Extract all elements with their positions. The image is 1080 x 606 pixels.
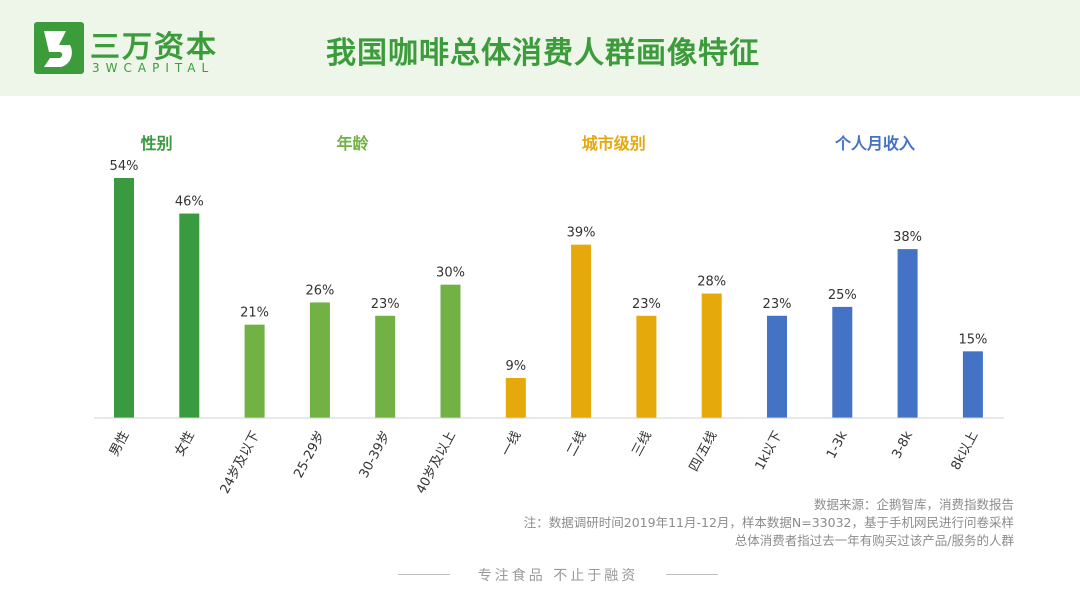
category-label-11: 1k以下 <box>753 429 786 473</box>
source-line-2: 注：数据调研时间2019年11月-12月，样本数据N=33032，基于手机网民进… <box>523 515 1014 530</box>
data-label-7: 9% <box>505 359 526 374</box>
data-label-6: 30% <box>436 266 465 281</box>
bar-10 <box>701 293 722 418</box>
data-label-8: 39% <box>567 226 596 241</box>
consumer-profile-bar-chart: 54% 男性 46% 女性 性别 21% 24岁及以下 26% 25-29岁 23% 30-39岁 3… <box>94 134 1004 496</box>
category-label-14: 8k以上 <box>949 429 982 473</box>
data-label-12: 25% <box>828 288 857 303</box>
category-label-6: 40岁及以上 <box>414 429 459 496</box>
footer-divider-left <box>398 574 450 575</box>
bar-13 <box>897 249 918 418</box>
category-label-7: 一线 <box>499 429 524 459</box>
data-label-9: 23% <box>632 297 661 312</box>
data-label-2: 46% <box>175 195 204 210</box>
data-label-11: 23% <box>763 297 792 312</box>
bar-3 <box>244 324 265 418</box>
category-label-3: 24岁及以下 <box>218 429 263 496</box>
data-label-1: 54% <box>110 159 139 174</box>
bar-9 <box>636 315 657 418</box>
source-line-1: 数据来源：企鹅智库，消费指数报告 <box>813 497 1014 512</box>
page-title: 我国咖啡总体消费人群画像特征 <box>326 36 760 71</box>
header-banner: 三万资本 3WCAPITAL 我国咖啡总体消费人群画像特征 <box>0 0 1080 96</box>
data-label-5: 23% <box>371 297 400 312</box>
bar-5 <box>375 315 396 418</box>
footer: 专注食品 不止于融资 <box>398 562 718 586</box>
brand-name-cn: 三万资本 <box>90 30 218 65</box>
bar-4 <box>309 302 330 418</box>
source-notes: 数据来源：企鹅智库，消费指数报告 注：数据调研时间2019年11月-12月，样本… <box>454 496 1014 550</box>
category-label-13: 3-8k <box>889 428 916 461</box>
source-line-3: 总体消费者指过去一年有购买过该产品/服务的人群 <box>734 533 1014 548</box>
bar-8 <box>571 244 592 418</box>
data-label-3: 21% <box>240 306 269 321</box>
data-label-4: 26% <box>305 283 334 298</box>
category-label-1: 男性 <box>107 429 132 459</box>
group-header-4: 个人月收入 <box>834 134 915 153</box>
data-label-10: 28% <box>697 275 726 290</box>
bar-11 <box>767 315 787 418</box>
bar-12 <box>832 306 853 418</box>
three-w-logo-icon <box>34 22 84 74</box>
data-label-13: 38% <box>893 230 922 245</box>
bar-7 <box>505 378 526 418</box>
group-header-2: 年龄 <box>337 134 370 153</box>
category-label-12: 1-3k <box>824 428 851 461</box>
group-header-3: 城市级别 <box>582 134 646 153</box>
data-label-14: 15% <box>958 332 987 347</box>
brand-name-en: 3WCAPITAL <box>92 61 215 75</box>
category-label-4: 25-29岁 <box>291 429 328 481</box>
category-label-5: 30-39岁 <box>357 429 394 481</box>
category-label-2: 女性 <box>171 428 197 458</box>
group-header-1: 性别 <box>141 134 173 153</box>
bar-2 <box>179 213 200 418</box>
category-label-10: 四/五线 <box>687 429 721 474</box>
category-label-8: 二线 <box>564 429 589 459</box>
footer-divider-right <box>666 574 718 575</box>
bar-14 <box>962 351 983 418</box>
category-label-9: 三线 <box>629 429 654 459</box>
bar-1 <box>114 178 134 418</box>
bar-6 <box>440 284 461 418</box>
footer-slogan: 专注食品 不止于融资 <box>477 568 639 584</box>
